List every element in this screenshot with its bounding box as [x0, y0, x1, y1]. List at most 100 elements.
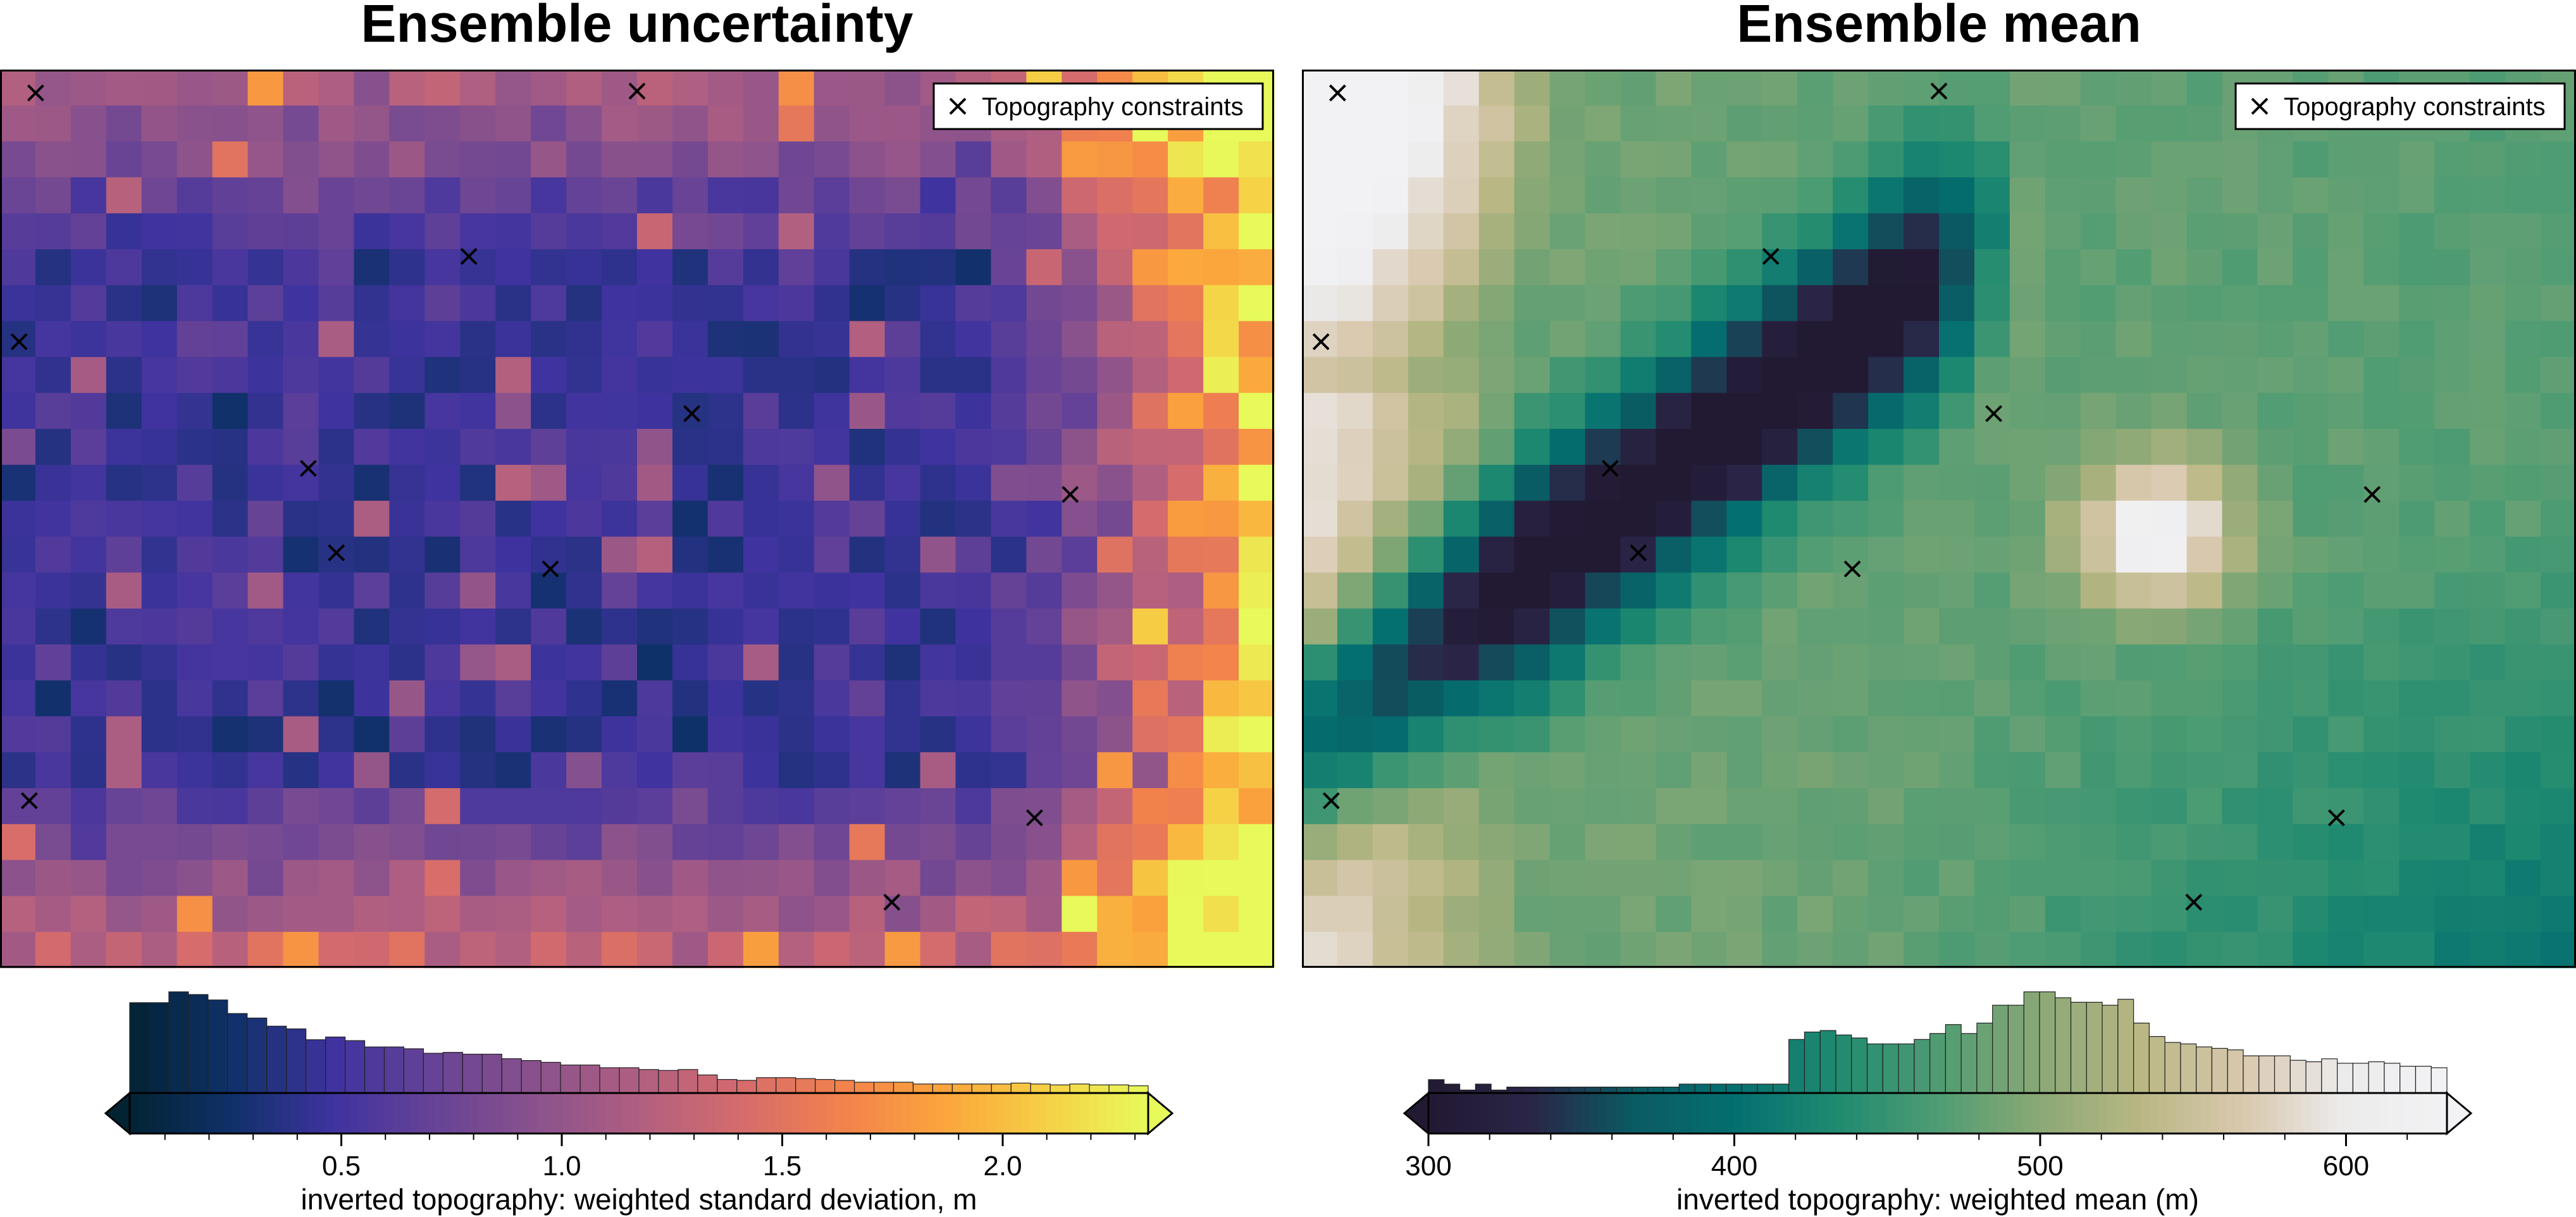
legend-x-marker	[949, 97, 967, 115]
heatmap-cell	[2434, 285, 2470, 322]
colorbar-segment	[325, 1093, 334, 1134]
heatmap-cell	[2115, 393, 2152, 429]
heatmap-cell	[2222, 536, 2258, 573]
heatmap-cell	[1443, 680, 1480, 717]
heatmap-cell	[2434, 752, 2470, 789]
heatmap-cell	[2505, 680, 2541, 717]
heatmap-cell	[1408, 464, 1444, 502]
heatmap-cell	[884, 105, 921, 142]
colorbar-segment	[1734, 1093, 1743, 1134]
heatmap-cell	[991, 464, 1027, 502]
heatmap-cell	[637, 716, 673, 753]
heatmap-cell	[354, 536, 390, 573]
heatmap-cell	[2257, 824, 2294, 861]
colorbar-segment	[876, 1093, 886, 1134]
heatmap-cell	[743, 464, 779, 502]
heatmap-cell	[1868, 500, 1904, 537]
colorbar-segment	[791, 1093, 801, 1134]
heatmap-cell	[884, 860, 921, 896]
right-panel-title: Ensemble mean	[1737, 0, 2141, 53]
heatmap-cell	[602, 357, 638, 393]
constraint-marker	[683, 405, 701, 423]
heatmap-cell	[106, 860, 142, 896]
heatmap-cell	[602, 429, 638, 466]
heatmap-cell	[1239, 644, 1275, 681]
heatmap-cell	[955, 896, 992, 932]
colorbar-segment	[757, 1093, 767, 1134]
heatmap-cell	[884, 572, 921, 609]
heatmap-cell	[1939, 249, 1975, 286]
heatmap-cell	[602, 752, 638, 789]
heatmap-cell	[1691, 824, 1727, 861]
histogram-bar	[1819, 1030, 1836, 1094]
colorbar-segment	[1097, 1093, 1106, 1134]
heatmap-cell	[920, 572, 957, 609]
heatmap-cell	[212, 572, 249, 609]
heatmap-cell	[1443, 429, 1480, 466]
heatmap-cell	[849, 572, 886, 609]
colorbar-segment	[1589, 1093, 1599, 1134]
heatmap-cell	[460, 860, 496, 896]
heatmap-cell	[389, 572, 425, 609]
colorbar-segment	[1632, 1093, 1642, 1134]
heatmap-cell	[1549, 70, 1586, 106]
heatmap-cell	[1726, 752, 1762, 789]
heatmap-cell	[1514, 249, 1551, 286]
heatmap-cell	[1691, 716, 1727, 753]
heatmap-cell	[707, 357, 744, 393]
colorbar-segment	[613, 1093, 622, 1134]
heatmap-cell	[637, 824, 673, 861]
heatmap-cell	[884, 285, 921, 322]
heatmap-cell	[2434, 213, 2470, 250]
heatmap-cell	[566, 716, 602, 753]
colorbar-segment	[2277, 1093, 2286, 1134]
heatmap-cell	[1302, 393, 1338, 429]
heatmap-cell	[1239, 788, 1275, 825]
heatmap-cell	[389, 608, 425, 645]
colorbar-segment	[664, 1093, 674, 1134]
heatmap-cell	[1514, 644, 1551, 681]
heatmap-cell	[1585, 393, 1621, 429]
heatmap-cell	[141, 249, 178, 286]
colorbar-segment	[163, 1093, 173, 1134]
heatmap-cell	[389, 393, 425, 429]
colorbar-segment	[622, 1093, 631, 1134]
heatmap-cell	[1443, 716, 1480, 753]
heatmap-cell	[2541, 285, 2576, 322]
colorbar-segment	[1971, 1093, 1981, 1134]
heatmap-cell	[141, 896, 178, 932]
heatmap-cell	[1691, 680, 1727, 717]
heatmap-cell	[1168, 249, 1204, 286]
heatmap-cell	[1762, 105, 1798, 142]
heatmap-cell	[1726, 249, 1762, 286]
heatmap-cell	[1062, 500, 1098, 537]
heatmap-cell	[1062, 824, 1098, 861]
heatmap-cell	[1620, 357, 1657, 393]
colorbar-segment	[579, 1093, 589, 1134]
heatmap-cell	[566, 824, 602, 861]
heatmap-cell	[1691, 105, 1727, 142]
colorbar-segment	[1454, 1093, 1463, 1134]
heatmap-cell	[955, 213, 992, 250]
heatmap-cell	[2045, 680, 2081, 717]
heatmap-cell	[495, 896, 531, 932]
heatmap-cell	[531, 716, 567, 753]
heatmap-cell	[531, 896, 567, 932]
colorbar-segment	[1708, 1093, 1718, 1134]
heatmap-cell	[2399, 860, 2435, 896]
heatmap-cell	[2399, 608, 2435, 645]
colorbar-segment	[961, 1093, 970, 1134]
heatmap-cell	[1868, 788, 1904, 825]
heatmap-cell	[283, 213, 319, 250]
heatmap-cell	[1939, 680, 1975, 717]
heatmap-cell	[424, 105, 461, 142]
heatmap-cell	[1408, 177, 1444, 214]
heatmap-cell	[2505, 608, 2541, 645]
heatmap-cell	[2399, 536, 2435, 573]
heatmap-cell	[212, 393, 249, 429]
heatmap-cell	[1762, 285, 1798, 322]
heatmap-cell	[318, 429, 355, 466]
heatmap-cell	[2293, 680, 2329, 717]
heatmap-cell	[424, 429, 461, 466]
histogram-bar	[2117, 999, 2134, 1094]
